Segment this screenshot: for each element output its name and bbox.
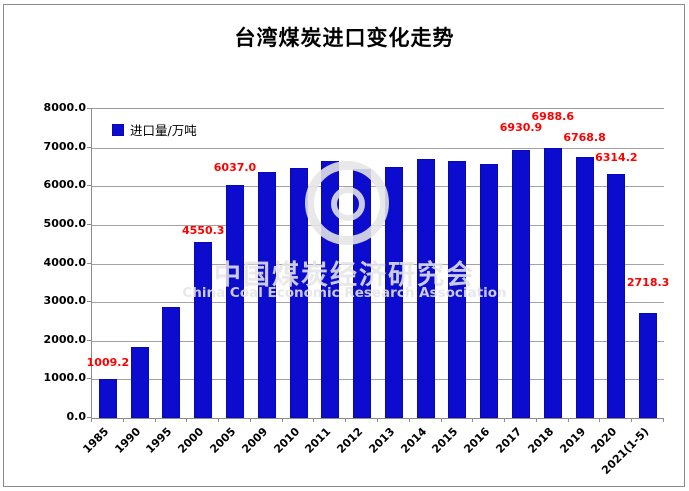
x-tick-mark	[567, 418, 569, 422]
gridline	[92, 147, 664, 149]
bar	[416, 159, 435, 418]
y-tick-mark	[87, 378, 91, 380]
bar	[384, 166, 403, 418]
x-tick-mark	[281, 418, 283, 422]
y-tick-label: 8000.0	[43, 101, 86, 114]
bar-data-label: 6930.9	[499, 121, 543, 135]
gridline	[92, 263, 664, 265]
legend: 进口量/万吨	[112, 120, 197, 139]
gridline	[92, 302, 664, 304]
x-tick-mark	[504, 418, 506, 422]
y-tick-mark	[87, 339, 91, 341]
bar-data-label: 6988.6	[531, 110, 574, 124]
gridline	[92, 379, 664, 381]
bar	[480, 164, 499, 418]
y-tick-label: 2000.0	[43, 332, 86, 346]
y-tick-label: 6000.0	[43, 178, 86, 192]
x-tick-mark	[440, 418, 442, 422]
x-tick-mark	[663, 418, 664, 422]
bar	[639, 313, 658, 418]
legend-label: 进口量/万吨	[130, 123, 197, 138]
bar	[512, 150, 530, 418]
bar	[448, 161, 467, 418]
bar-data-label: 6037.0	[213, 160, 257, 174]
bar	[226, 184, 244, 418]
bar	[575, 156, 594, 418]
y-tick-label: 7000.0	[43, 139, 86, 153]
bar-data-label: 1009.2	[86, 356, 130, 370]
gridline	[92, 340, 664, 342]
x-tick-mark	[377, 418, 378, 422]
y-tick-label: 0.0	[66, 410, 87, 423]
bar	[543, 148, 562, 418]
gridline	[92, 186, 664, 188]
y-tick-label: 4000.0	[43, 255, 86, 269]
bar	[607, 174, 626, 418]
bar-data-label: 4550.3	[181, 224, 225, 238]
y-tick-mark	[87, 262, 91, 264]
bar-data-label: 2718.3	[626, 276, 670, 290]
bar-data-label: 6314.2	[595, 151, 638, 165]
x-tick-mark	[186, 418, 188, 422]
bar-data-label: 6768.8	[563, 130, 606, 144]
bar	[353, 169, 372, 418]
bar	[194, 242, 213, 418]
x-tick-mark	[249, 418, 251, 422]
y-tick-label: 3000.0	[43, 294, 86, 308]
y-tick-label: 1000.0	[43, 371, 86, 385]
x-tick-mark	[535, 418, 537, 422]
x-tick-mark	[91, 418, 92, 422]
x-tick-mark	[408, 418, 410, 422]
y-tick-mark	[87, 417, 91, 418]
x-tick-mark	[472, 418, 474, 422]
y-tick-mark	[87, 146, 91, 148]
x-tick-mark	[122, 418, 124, 422]
bar	[321, 161, 340, 418]
x-tick-mark	[218, 418, 220, 422]
bar	[130, 346, 149, 418]
x-tick-mark	[599, 418, 601, 422]
legend-swatch-icon	[112, 123, 124, 136]
bar	[98, 379, 117, 418]
y-tick-mark	[87, 185, 91, 187]
x-tick-mark	[345, 418, 347, 422]
gridline	[92, 224, 664, 226]
y-tick-mark	[87, 223, 91, 225]
y-tick-mark	[87, 108, 91, 109]
x-tick-mark	[313, 418, 315, 422]
bar	[257, 171, 276, 418]
y-tick-label: 5000.0	[43, 216, 86, 230]
chart-frame-border	[3, 4, 685, 487]
x-tick-mark	[631, 418, 633, 422]
bar	[162, 306, 181, 418]
y-tick-mark	[87, 301, 91, 303]
plot-area: 进口量/万吨 1009.2 4550.3 6037.0 6930.9 6988.6 676…	[87, 108, 669, 419]
chart-title: 台湾煤炭进口变化走势	[234, 25, 455, 50]
bar	[289, 167, 308, 418]
x-tick-mark	[154, 418, 156, 422]
